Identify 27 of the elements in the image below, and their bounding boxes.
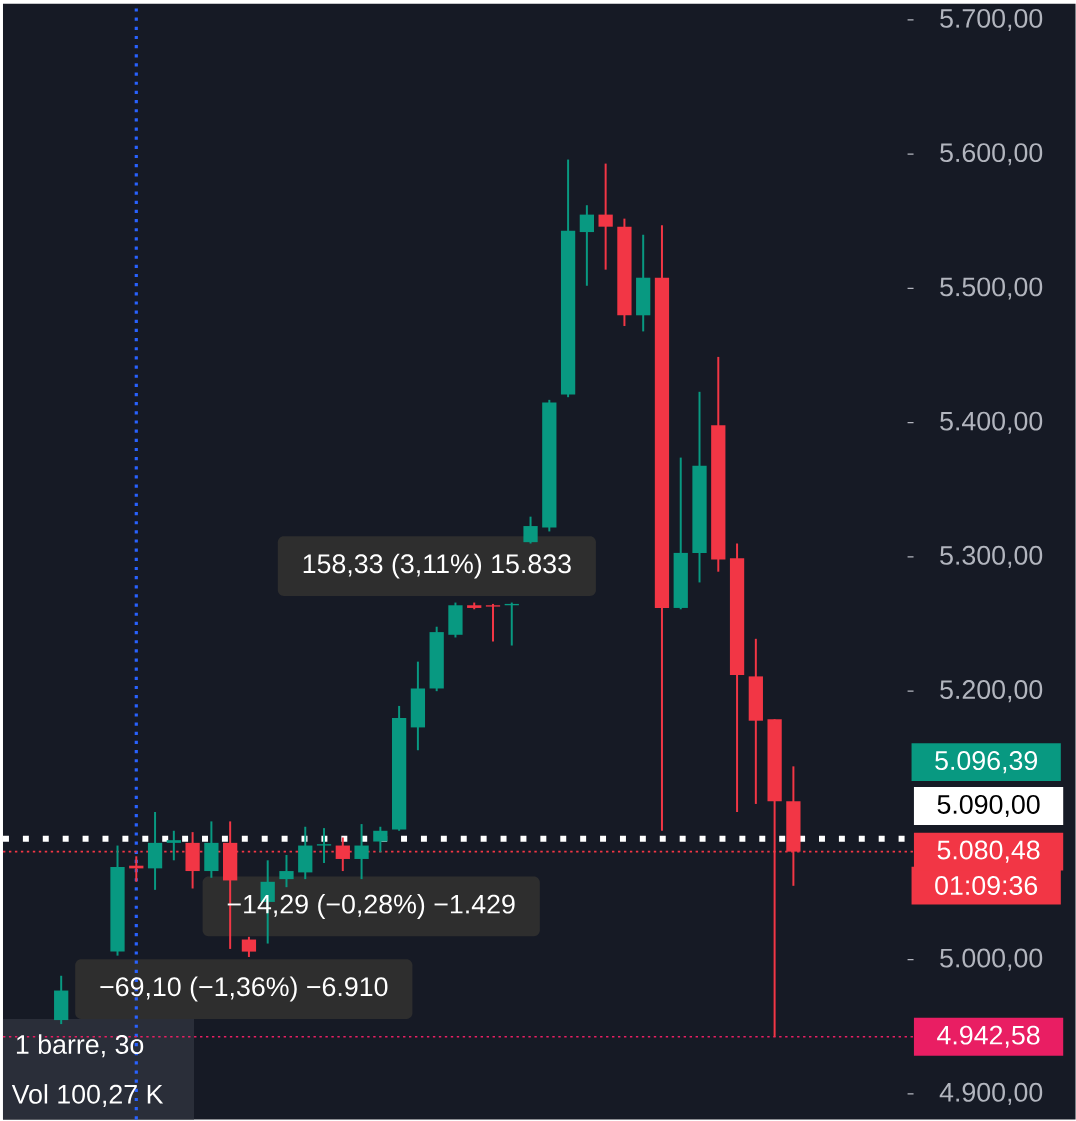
annotation: −69,10 (−1,36%) −6.910 [100,976,388,1002]
annotation: 158,33 (3,11%) 15.833 [303,553,571,579]
ref-line-label: 5.090,00 [937,794,1040,818]
candlestick [523,515,538,545]
candlestick [598,162,613,271]
y-tick-label: 5.300,00 [940,545,1043,568]
y-tick-label: 5.000,00 [940,948,1043,971]
candlestick [373,825,388,854]
y-tick-label: 5.700,00 [940,8,1043,32]
candlestick [485,602,501,643]
y-tick-label: 5.200,00 [940,680,1043,703]
ref-line-label: 4.942,58 [937,1025,1040,1048]
candlestick [317,827,332,864]
candlestick [166,829,182,862]
candlestick [279,853,294,889]
candlestick [354,823,369,881]
candlestick [579,204,595,287]
candlestick [241,935,257,958]
ref-line-label: 5.080,48 [937,840,1040,863]
y-tick-label: 5.500,00 [940,277,1043,300]
y-tick-label: 4.900,00 [939,1082,1043,1105]
y-tick-label: 5.400,00 [940,411,1043,434]
annotation: 1 barre, 3o [17,1034,144,1058]
annotation: Vol 100,27 K [11,1084,164,1107]
text: 01:09:36 [935,876,1038,896]
text: 5.096,39 [935,751,1038,774]
y-tick-label: 5.600,00 [940,143,1043,166]
